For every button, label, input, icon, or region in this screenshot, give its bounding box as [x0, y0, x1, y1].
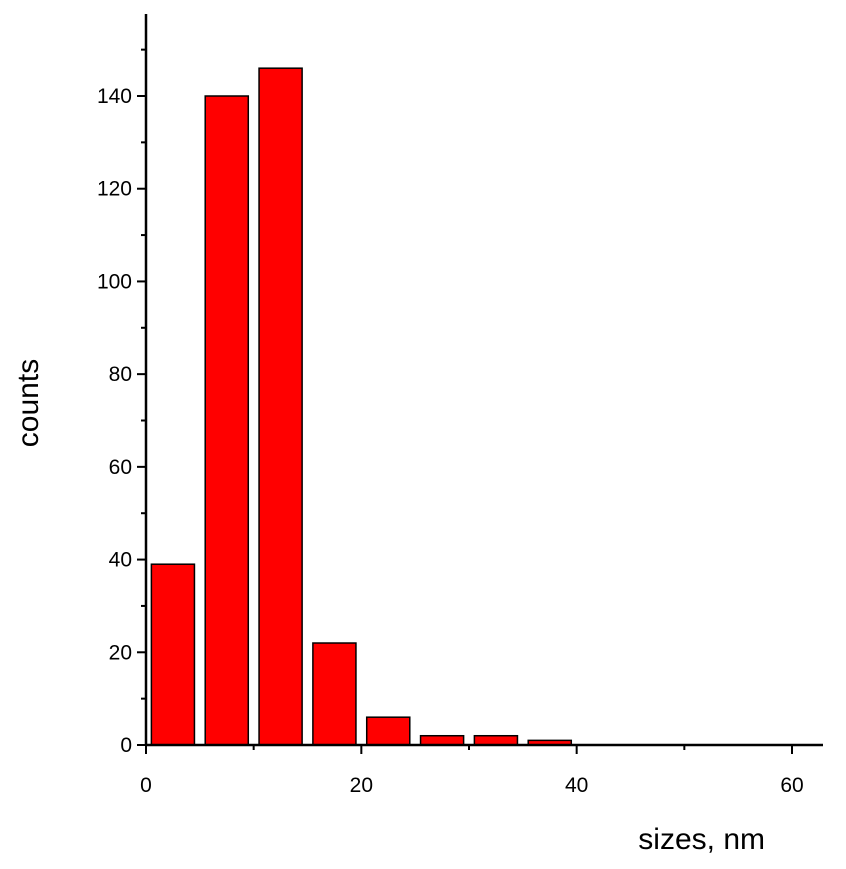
y-tick-label-80: 80 — [109, 363, 132, 386]
y-tick-label-140: 140 — [97, 85, 132, 108]
y-tick-label-20: 20 — [109, 641, 132, 664]
tick-labels-group: 0 20 40 60 80 100 120 140 0 20 40 60 — [97, 85, 804, 797]
x-tick-label-40: 40 — [565, 774, 588, 797]
bar-2 — [258, 67, 303, 746]
x-axis-title: sizes, nm — [638, 823, 765, 856]
x-tick-label-0: 0 — [140, 774, 152, 797]
bar-6 — [473, 734, 519, 746]
y-tick-label-0: 0 — [120, 734, 132, 757]
bar-5 — [419, 734, 465, 746]
x-tick-label-60: 60 — [780, 774, 803, 797]
bar-0 — [150, 563, 196, 746]
bar-3 — [312, 642, 357, 746]
x-tick-label-20: 20 — [350, 774, 373, 797]
y-tick-label-40: 40 — [109, 549, 132, 572]
y-tick-label-120: 120 — [97, 178, 132, 201]
bar-4 — [365, 716, 411, 746]
y-tick-label-100: 100 — [97, 270, 132, 293]
y-axis-title: counts — [12, 359, 45, 447]
bars-group — [150, 67, 573, 746]
bar-1 — [204, 95, 250, 746]
y-tick-label-60: 60 — [109, 456, 132, 479]
